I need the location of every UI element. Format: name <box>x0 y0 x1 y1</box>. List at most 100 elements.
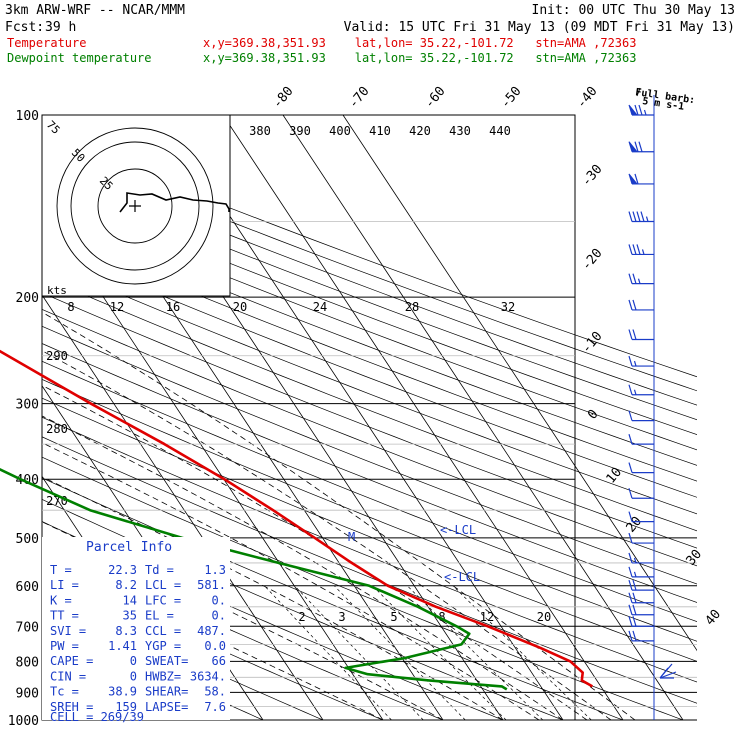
wind-barb-full <box>628 273 633 284</box>
parcel-row: SREH = 159 LAPSE= 7.6 <box>50 700 226 714</box>
mixing-ratio-label: 8 <box>438 610 445 624</box>
hodograph-speed-label: 24 <box>313 300 327 314</box>
wind-barb-full <box>632 630 637 642</box>
parcel-label: SHEAR= <box>145 685 188 699</box>
sounding-traces <box>0 349 594 691</box>
wind-barb-full <box>628 616 633 627</box>
parcel-label: LI = <box>50 578 79 592</box>
wind-barb-full <box>628 384 633 395</box>
theta-e-label: 390 <box>289 124 311 138</box>
wind-barb-full <box>632 329 637 340</box>
wind-barb-full <box>628 488 633 499</box>
dry-adiabat-line <box>42 308 697 567</box>
wind-barb-flag <box>628 104 638 116</box>
parcel-info-title: Parcel Info <box>86 540 172 555</box>
isotherm-line <box>282 115 684 720</box>
wind-barb-full <box>632 299 637 311</box>
parcel-label: K = <box>50 593 72 607</box>
wind-barb-full <box>636 244 641 255</box>
isotherm-line <box>342 115 697 652</box>
hodograph-units: kts <box>47 284 67 297</box>
valid-time: Valid: 15 UTC Fri 31 May 13 (09 MDT Fri … <box>344 20 735 35</box>
hodograph-speed-label: 32 <box>501 300 515 314</box>
wind-barb-full <box>628 566 633 578</box>
legend-dewpoint-location: x,y=369.38,351.93 lat,lon= 35.22,-101.72… <box>203 51 636 65</box>
wind-barb-full <box>638 141 643 152</box>
isotherm-label: -40 <box>574 84 601 112</box>
wind-barb-full <box>628 532 633 544</box>
wind-barb-full <box>632 211 637 222</box>
parcel-value: 1.3 <box>204 563 226 577</box>
temperature-trace <box>0 349 594 688</box>
hodograph-speed-label: 28 <box>405 300 419 314</box>
wind-barb-full <box>628 433 633 445</box>
wind-barb-half <box>643 109 647 116</box>
isotherm-label: -70 <box>346 84 373 112</box>
parcel-label: Td = <box>145 563 174 577</box>
dry-adiabat-line <box>42 132 697 378</box>
wind-barb-half <box>633 389 637 395</box>
wind-barb-full <box>632 604 637 615</box>
isotherm-line <box>42 294 324 720</box>
hodograph-ring <box>56 127 214 285</box>
wind-barb <box>628 488 654 499</box>
lcl-marker-label: <-LCL <box>440 523 476 537</box>
theta-e-label: 440 <box>489 124 511 138</box>
theta-e-label: 400 <box>329 124 351 138</box>
parcel-label: SVI = <box>50 624 86 638</box>
dry-adiabat-line <box>42 245 697 498</box>
parcel-label: PW = <box>50 639 79 653</box>
parcel-value: 0 <box>130 669 137 683</box>
parcel-row: CIN = 0 HWBZ= 3634. <box>50 669 226 683</box>
dry-adiabat-line <box>42 292 697 549</box>
dry-adiabat-line <box>42 456 685 720</box>
dry-adiabat-line <box>42 172 697 421</box>
pressure-tick-label: 500 <box>16 532 39 547</box>
wind-barb-full <box>628 410 633 421</box>
dry-adiabat-line <box>42 145 697 392</box>
pressure-tick-label: 700 <box>16 620 39 635</box>
dry-adiabat-line <box>42 200 697 451</box>
hodograph-speed-label: 20 <box>233 300 247 314</box>
parcel-info-panel: Parcel Info T = 22.3 Td = 1.3 LI = 8.2 LCL = 58… <box>42 537 230 724</box>
wind-barb-full <box>636 211 641 222</box>
parcel-label: TT = <box>50 609 79 623</box>
isotherm-label: 0 <box>585 407 602 423</box>
fcst-label: Fcst: <box>5 20 44 35</box>
parcel-value: 1.41 <box>108 639 137 653</box>
theta-e-label: 410 <box>369 124 391 138</box>
parcel-value: 8.2 <box>115 578 137 592</box>
parcel-value: 8.3 <box>115 624 137 638</box>
parcel-cell: CELL = 269/39 <box>50 710 144 724</box>
dry-adiabat-line <box>42 436 697 704</box>
wind-barb <box>628 462 654 474</box>
wind-barb <box>628 566 654 578</box>
wind-barb <box>628 630 654 642</box>
wind-barb <box>628 579 654 591</box>
wind-barb <box>628 592 654 604</box>
mark-m-label: M <box>348 530 355 544</box>
dry-adiabat-line <box>42 592 324 720</box>
dry-adiabat-line <box>42 276 697 532</box>
isotherm-label: 10 <box>604 465 626 487</box>
wind-barb-full <box>628 211 633 222</box>
parcel-value: 0. <box>212 593 226 607</box>
parcel-label: CAPE = <box>50 654 93 668</box>
parcel-info-frame <box>42 537 230 720</box>
hodograph-speed-label: 16 <box>166 300 180 314</box>
wind-barb-full <box>628 244 633 255</box>
parcel-row: Tc = 38.9 SHEAR= 58. <box>50 685 226 699</box>
parcel-label: SWEAT= <box>145 654 188 668</box>
wind-barb-full <box>628 355 633 367</box>
legend-temperature-name: Temperature <box>7 36 86 50</box>
dry-adiabat-line <box>42 379 697 642</box>
surface-wind-barb <box>659 663 677 679</box>
wind-barb-full <box>628 552 633 564</box>
pressure-tick-label: 200 <box>16 291 39 306</box>
mixing-ratio-line <box>334 585 466 720</box>
parcel-label: YGP = <box>145 639 181 653</box>
parcel-row: TT = 35 EL = 0. <box>50 609 226 623</box>
